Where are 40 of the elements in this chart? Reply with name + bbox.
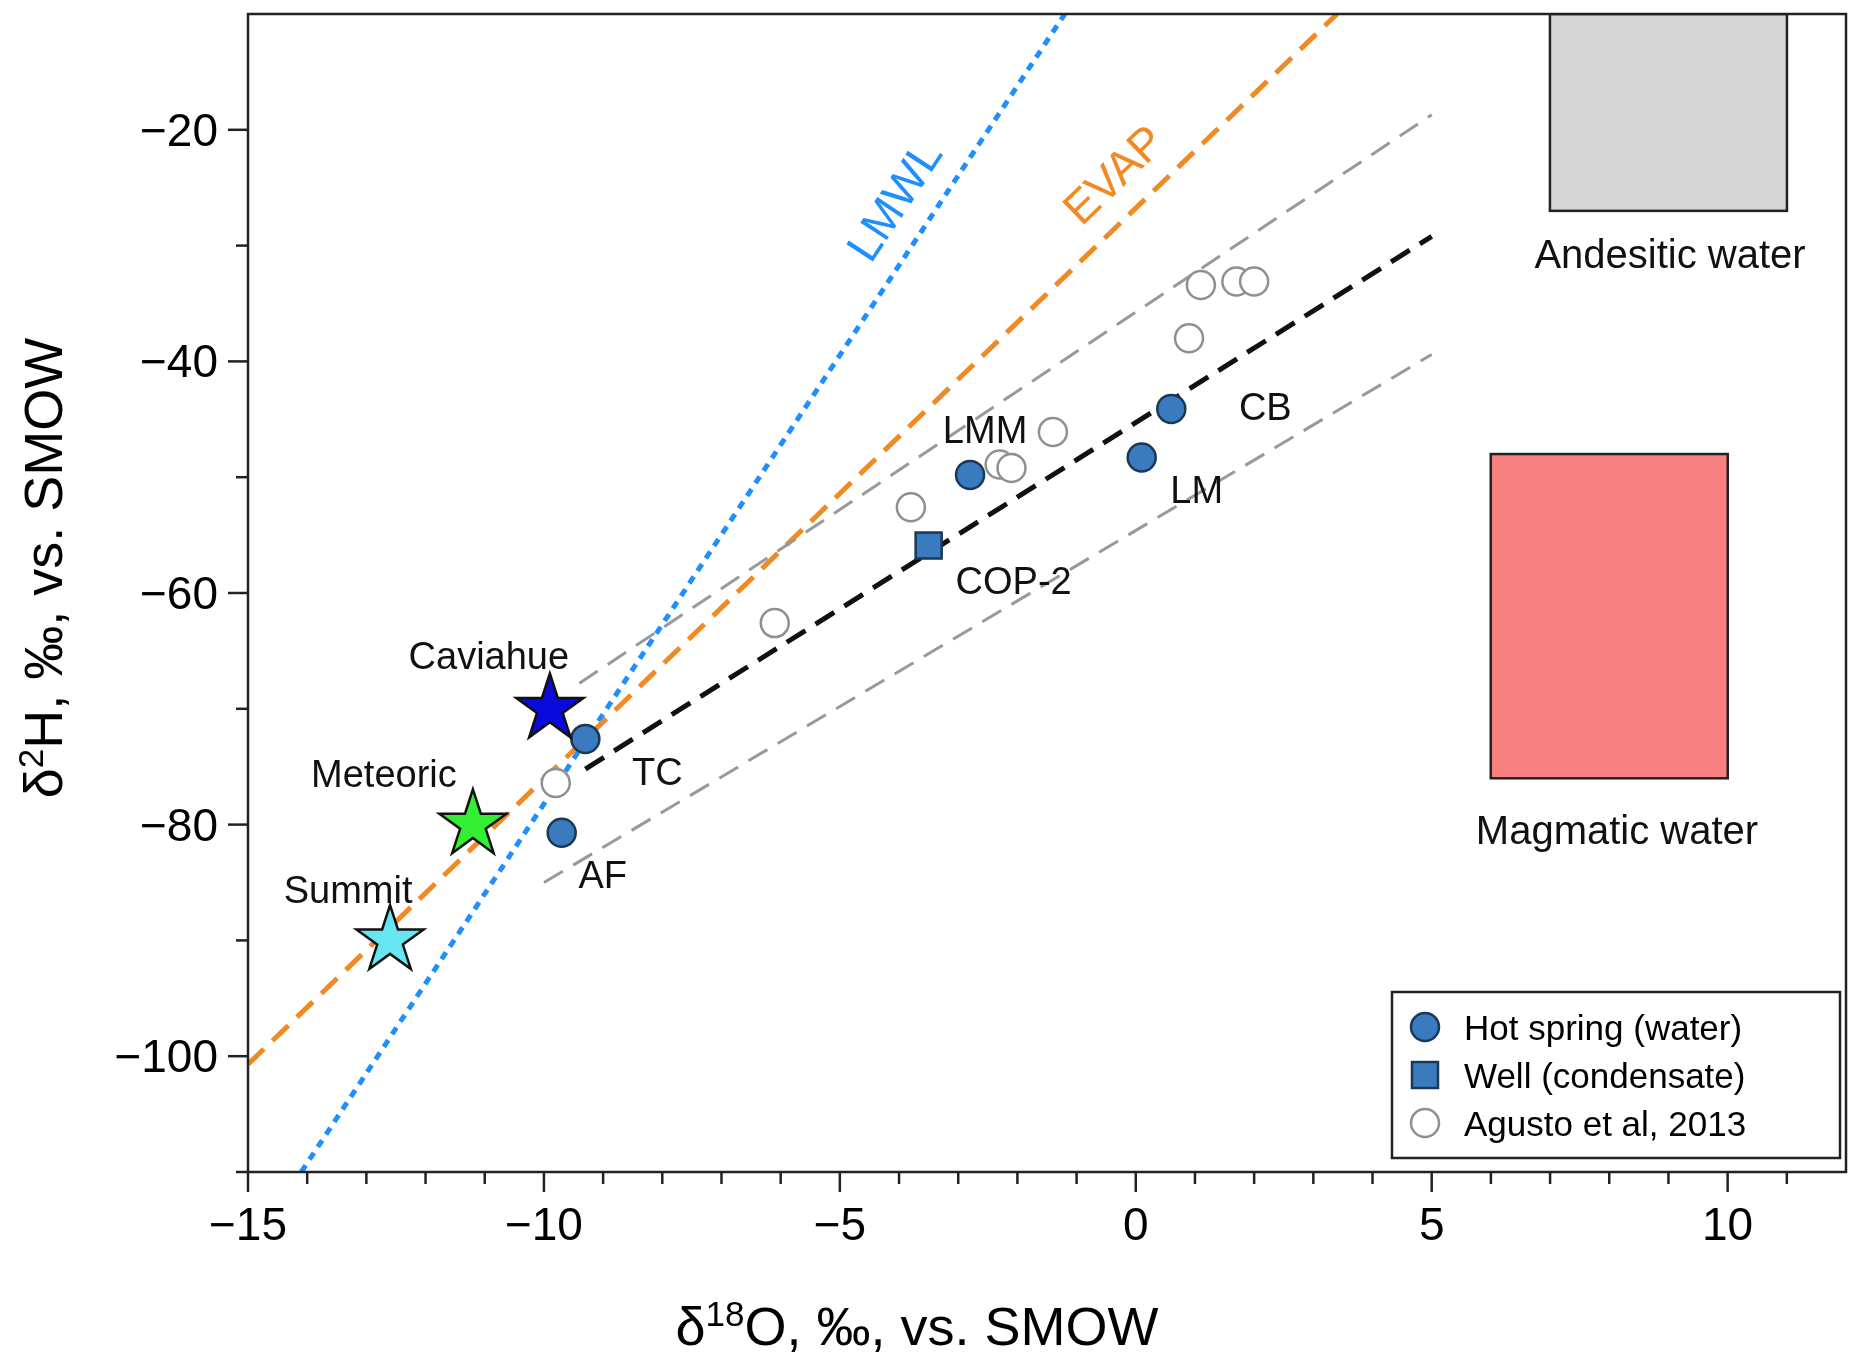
point [914,531,943,560]
annotation: TC [632,750,683,793]
x-tick-label: 10 [1702,1198,1754,1250]
x-tick-label: −5 [813,1198,867,1250]
annotation: Meteoric [311,752,457,795]
x-tick-label: 0 [1122,1198,1149,1250]
y-tick-label: −80 [139,798,218,851]
point [1185,269,1217,301]
x-axis-title: δ$^{18}$O, ‰, vs. SMOW [675,1293,1159,1356]
x-tick-label: −10 [504,1198,583,1250]
point [570,723,601,755]
annotation: LMM [942,408,1028,451]
point [546,817,577,848]
point [540,767,572,799]
point [1173,322,1205,354]
annotation: COP-2 [955,559,1072,602]
annotation: Caviahue [408,634,570,677]
point [895,492,927,523]
annotation: LM [1170,468,1224,511]
annotation: Magmatic water [1475,808,1759,852]
point [996,452,1027,484]
point [1238,266,1270,297]
x-tick-label: −15 [208,1198,288,1250]
legend-label: Well (condensate) [1464,1055,1746,1095]
point [1037,416,1069,448]
y-tick-label: −20 [139,103,218,156]
point [1156,393,1187,425]
annotation: Andesitic water [1534,232,1806,276]
point [954,459,986,491]
y-tick-label: −100 [114,1030,218,1083]
y-tick-label: −60 [139,567,218,619]
legend-label: Hot spring (water) [1464,1007,1743,1047]
annotation: AF [578,853,627,896]
x-tick-label: 5 [1418,1198,1445,1250]
legend-label: Agusto et al, 2013 [1464,1103,1747,1143]
point [1126,442,1157,473]
point [759,607,790,639]
annotation: CB [1238,385,1292,428]
annotation: Summit [283,869,413,912]
y-tick-label: −40 [139,335,218,388]
